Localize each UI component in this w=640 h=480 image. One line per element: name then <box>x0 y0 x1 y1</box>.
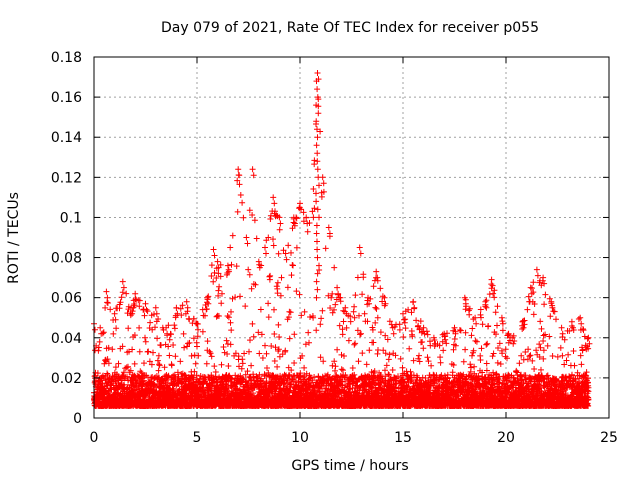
x-axis-label: GPS time / hours <box>291 458 408 474</box>
roti-points <box>91 70 593 409</box>
x-tick-label: 10 <box>291 430 309 446</box>
x-tick-label: 20 <box>497 430 515 446</box>
x-tick-label: 25 <box>600 430 618 446</box>
y-tick-label: 0.1 <box>60 210 82 226</box>
y-axis-label: ROTI / TECUs <box>6 192 22 284</box>
axis-ticks <box>93 56 610 419</box>
y-tick-label: 0.16 <box>51 90 82 106</box>
y-tick-label: 0.12 <box>51 170 82 186</box>
y-tick-label: 0.18 <box>51 50 82 66</box>
chart-title: Day 079 of 2021, Rate Of TEC Index for r… <box>161 20 539 36</box>
y-tick-label: 0.14 <box>51 130 82 146</box>
x-tick-label: 0 <box>90 430 99 446</box>
y-tick-label: 0.08 <box>51 251 82 267</box>
y-tick-label: 0.06 <box>51 291 82 307</box>
y-tick-label: 0.02 <box>51 371 82 387</box>
y-tick-label: 0 <box>73 411 82 427</box>
data-points <box>91 70 593 409</box>
x-tick-label: 5 <box>193 430 202 446</box>
x-tick-label: 15 <box>394 430 412 446</box>
axis-tick-labels: 0 5 10 15 20 25 0 0.02 0.04 0.06 0.08 0.1 0.12 0.14 0.… <box>51 50 618 446</box>
y-tick-label: 0.04 <box>51 331 82 347</box>
plot-frame <box>93 56 610 419</box>
